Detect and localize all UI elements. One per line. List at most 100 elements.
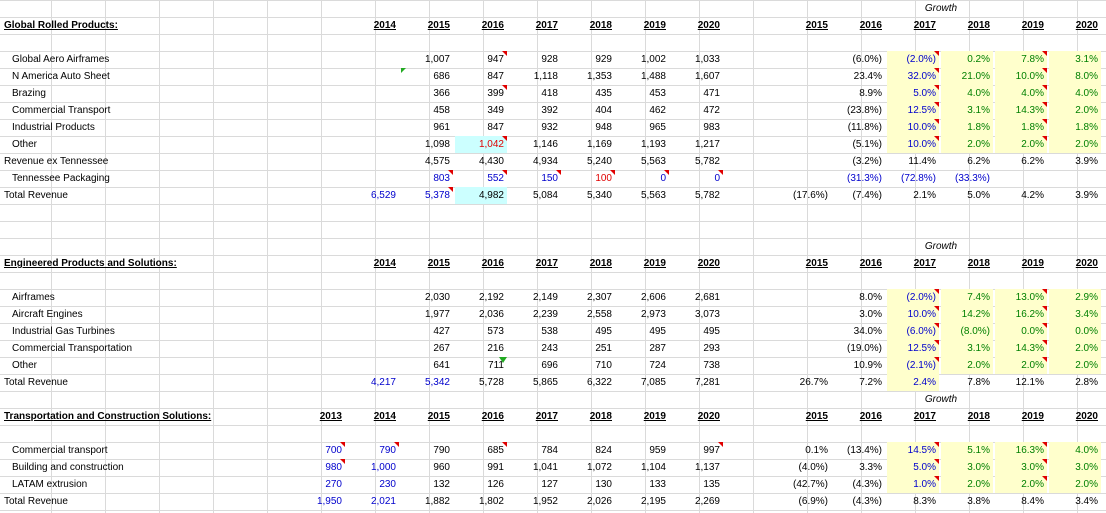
growth-year-header[interactable]: 2015 (805, 411, 828, 422)
comment-flag-icon[interactable] (502, 136, 507, 141)
growth-cell[interactable]: 8.9% (859, 88, 882, 99)
value-cell[interactable]: 216 (487, 343, 504, 354)
row-label[interactable]: Revenue ex Tennessee (4, 156, 109, 167)
growth-cell[interactable]: 14.3% (995, 102, 1047, 119)
growth-year-header[interactable]: 2020 (1075, 20, 1098, 31)
growth-cell[interactable]: 6.2% (967, 156, 990, 167)
value-cell[interactable]: 5,563 (640, 156, 666, 167)
growth-year-header[interactable]: 2017 (913, 411, 936, 422)
growth-cell[interactable]: 2.0% (941, 136, 993, 153)
value-cell[interactable]: 399 (455, 85, 507, 102)
year-header[interactable]: 2016 (481, 258, 504, 269)
value-cell[interactable]: 287 (649, 343, 666, 354)
value-cell[interactable]: 0 (617, 170, 669, 187)
value-cell[interactable]: 948 (595, 122, 612, 133)
growth-cell[interactable]: 16.3% (995, 442, 1047, 459)
year-header[interactable]: 2013 (319, 411, 342, 422)
value-cell[interactable]: 495 (595, 326, 612, 337)
value-cell[interactable]: 2,192 (478, 292, 504, 303)
growth-cell[interactable]: 7.8% (995, 51, 1047, 68)
comment-flag-icon[interactable] (934, 136, 939, 141)
comment-flag-icon[interactable] (340, 459, 345, 464)
growth-cell[interactable]: 32.0% (887, 68, 939, 85)
value-cell[interactable]: 824 (595, 445, 612, 456)
growth-cell[interactable]: (8.0%) (941, 323, 993, 340)
value-cell[interactable]: 1,137 (694, 462, 720, 473)
growth-year-header[interactable]: 2018 (967, 411, 990, 422)
value-cell[interactable]: 495 (703, 326, 720, 337)
value-cell[interactable]: 1,488 (640, 71, 666, 82)
value-cell[interactable]: 4,982 (455, 187, 507, 204)
error-flag-icon[interactable] (401, 68, 406, 73)
year-header[interactable]: 2017 (535, 258, 558, 269)
value-cell[interactable]: 458 (433, 105, 450, 116)
growth-cell[interactable]: (3.2%) (852, 156, 882, 167)
value-cell[interactable]: 959 (649, 445, 666, 456)
growth-year-header[interactable]: 2019 (1021, 258, 1044, 269)
value-cell[interactable]: 230 (379, 479, 396, 490)
growth-cell[interactable]: 2.1% (913, 190, 936, 201)
year-header[interactable]: 2017 (535, 411, 558, 422)
section-title[interactable]: Transportation and Construction Solution… (4, 411, 212, 422)
value-cell[interactable]: 696 (541, 360, 558, 371)
growth-cell[interactable]: 1.8% (1049, 119, 1101, 136)
value-cell[interactable]: 1,607 (694, 71, 720, 82)
value-cell[interactable]: 573 (487, 326, 504, 337)
comment-flag-icon[interactable] (556, 170, 561, 175)
comment-flag-icon[interactable] (448, 170, 453, 175)
growth-cell[interactable]: (5.1%) (852, 139, 882, 150)
growth-cell[interactable]: 23.4% (853, 71, 882, 82)
value-cell[interactable]: 790 (433, 445, 450, 456)
value-cell[interactable]: 435 (595, 88, 612, 99)
growth-cell[interactable]: 5.1% (941, 442, 993, 459)
growth-cell[interactable]: 4.0% (1049, 442, 1101, 459)
value-cell[interactable]: 724 (649, 360, 666, 371)
comment-flag-icon[interactable] (394, 442, 399, 447)
value-cell[interactable]: 4,430 (478, 156, 504, 167)
value-cell[interactable]: 495 (649, 326, 666, 337)
value-cell[interactable]: 1,098 (424, 139, 450, 150)
growth-cell[interactable]: (4.3%) (852, 496, 882, 507)
row-label[interactable]: Industrial Products (12, 122, 95, 133)
growth-year-header[interactable]: 2019 (1021, 20, 1044, 31)
growth-cell[interactable]: 14.3% (995, 340, 1047, 357)
dropdown-marker-icon[interactable] (499, 357, 507, 363)
growth-cell[interactable]: 3.9% (1075, 156, 1098, 167)
growth-cell[interactable]: 2.0% (1049, 476, 1101, 493)
value-cell[interactable]: 1,193 (640, 139, 666, 150)
growth-cell[interactable]: 2.0% (995, 136, 1047, 153)
growth-cell[interactable]: 4.0% (1049, 85, 1101, 102)
row-label[interactable]: N America Auto Sheet (12, 71, 110, 82)
growth-cell[interactable]: 2.0% (1049, 357, 1101, 374)
value-cell[interactable]: 980 (293, 459, 345, 476)
growth-cell[interactable]: (13.4%) (846, 445, 882, 456)
value-cell[interactable]: 1,118 (533, 71, 558, 82)
growth-cell[interactable]: 8.4% (1021, 496, 1044, 507)
growth-cell[interactable]: 1.8% (941, 119, 993, 136)
growth-cell[interactable]: 10.0% (887, 306, 939, 323)
row-label[interactable]: Brazing (12, 88, 46, 99)
value-cell[interactable]: 5,084 (532, 190, 558, 201)
value-cell[interactable]: 5,340 (586, 190, 612, 201)
comment-flag-icon[interactable] (934, 306, 939, 311)
value-cell[interactable]: 4,934 (532, 156, 558, 167)
growth-year-header[interactable]: 2017 (913, 258, 936, 269)
comment-flag-icon[interactable] (502, 51, 507, 56)
growth-year-header[interactable]: 2020 (1075, 258, 1098, 269)
comment-flag-icon[interactable] (1042, 459, 1047, 464)
comment-flag-icon[interactable] (1042, 51, 1047, 56)
growth-cell[interactable]: 3.9% (1075, 190, 1098, 201)
value-cell[interactable]: 2,026 (586, 496, 612, 507)
year-header[interactable]: 2014 (373, 411, 396, 422)
value-cell[interactable]: 133 (649, 479, 666, 490)
growth-year-header[interactable]: 2018 (967, 258, 990, 269)
value-cell[interactable]: 1,041 (532, 462, 558, 473)
growth-cell[interactable]: 5.0% (887, 85, 939, 102)
value-cell[interactable]: 7,281 (694, 377, 720, 388)
row-label[interactable]: Total Revenue (4, 496, 68, 507)
value-cell[interactable]: 5,782 (694, 156, 720, 167)
year-header[interactable]: 2015 (427, 258, 450, 269)
comment-flag-icon[interactable] (934, 357, 939, 362)
growth-cell[interactable]: 2.4% (887, 374, 939, 391)
value-cell[interactable]: 1,950 (316, 496, 342, 507)
